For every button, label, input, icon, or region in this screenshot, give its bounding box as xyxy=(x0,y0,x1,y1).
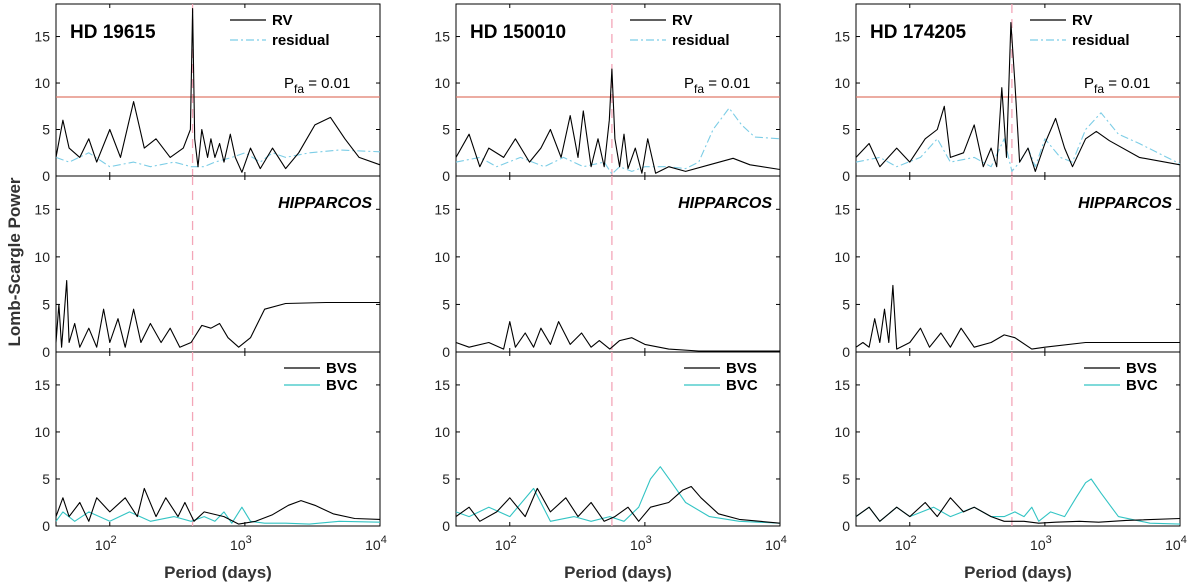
y-tick-label: 0 xyxy=(42,344,50,360)
series-rv xyxy=(855,22,1181,172)
legend-residual-label: residual xyxy=(1072,32,1130,49)
x-tick-label: 104 xyxy=(1165,534,1187,553)
legend-bvc-label: BVC xyxy=(1126,377,1158,394)
y-tick-label: 15 xyxy=(34,29,50,45)
y-tick-label: 15 xyxy=(834,201,850,217)
y-tick-label: 0 xyxy=(842,344,850,360)
y-tick-label: 15 xyxy=(434,201,450,217)
y-tick-label: 0 xyxy=(842,518,850,534)
x-tick-label: 103 xyxy=(1030,534,1052,553)
x-tick-label: 104 xyxy=(765,534,787,553)
x-axis-title: Period (days) xyxy=(964,563,1072,582)
y-tick-label: 15 xyxy=(34,377,50,393)
pfa-label: Pfa = 0.01 xyxy=(1084,75,1150,96)
panel-frame xyxy=(855,351,1181,527)
x-tick-label: 103 xyxy=(630,534,652,553)
legend-bvc-label: BVC xyxy=(726,377,758,394)
legend-residual-label: residual xyxy=(272,32,330,49)
y-tick-label: 5 xyxy=(42,122,50,138)
series-bvs xyxy=(55,487,381,525)
y-tick-label: 5 xyxy=(42,296,50,312)
pfa-label: Pfa = 0.01 xyxy=(684,75,750,96)
legend-bvs-label: BVS xyxy=(1126,360,1157,377)
series-hipparcos xyxy=(855,284,1180,350)
y-tick-label: 5 xyxy=(442,471,450,487)
y-tick-label: 5 xyxy=(842,296,850,312)
y-tick-label: 15 xyxy=(834,29,850,45)
hipparcos-label: HIPPARCOS xyxy=(278,195,372,212)
x-tick-label: 103 xyxy=(230,534,252,553)
y-tick-label: 15 xyxy=(34,201,50,217)
y-tick-label: 0 xyxy=(42,518,50,534)
y-tick-label: 0 xyxy=(442,518,450,534)
series-hipparcos xyxy=(55,280,380,348)
y-axis-title: Lomb-Scargle Power xyxy=(5,177,24,346)
legend-bvc-label: BVC xyxy=(326,377,358,394)
x-tick-label: 102 xyxy=(895,534,917,553)
y-tick-label: 5 xyxy=(442,122,450,138)
series-bvc xyxy=(855,478,1181,525)
y-tick-label: 10 xyxy=(34,424,50,440)
y-tick-label: 10 xyxy=(834,75,850,91)
y-tick-label: 15 xyxy=(434,29,450,45)
y-tick-label: 5 xyxy=(42,471,50,487)
x-tick-label: 102 xyxy=(495,534,517,553)
legend-residual-label: residual xyxy=(672,32,730,49)
x-axis-title: Period (days) xyxy=(164,563,272,582)
star-name: HD 19615 xyxy=(70,22,156,43)
series-rv xyxy=(455,68,781,174)
series-rv xyxy=(55,8,381,173)
hipparcos-label: HIPPARCOS xyxy=(1078,195,1172,212)
star-name: HD 174205 xyxy=(870,22,967,43)
y-tick-label: 5 xyxy=(842,122,850,138)
series-bvc xyxy=(55,506,381,525)
pfa-label: Pfa = 0.01 xyxy=(284,75,350,96)
series-residual xyxy=(55,149,381,168)
x-axis-title: Period (days) xyxy=(564,563,672,582)
y-tick-label: 10 xyxy=(834,249,850,265)
y-tick-label: 10 xyxy=(34,75,50,91)
y-tick-label: 10 xyxy=(434,424,450,440)
series-residual xyxy=(455,107,781,175)
legend-rv-label: RV xyxy=(672,12,693,29)
y-tick-label: 0 xyxy=(42,168,50,184)
series-bvc xyxy=(455,466,781,524)
y-tick-label: 15 xyxy=(834,377,850,393)
column-hd-174205: Period (days) 0 5 10 15 HD 174205 RV residual P… xyxy=(834,3,1187,582)
column-hd-150010: Period (days) 0 5 10 15 HD 150010 RV residual P… xyxy=(434,3,787,582)
hipparcos-label: HIPPARCOS xyxy=(678,195,772,212)
x-tick-label: 104 xyxy=(365,534,387,553)
y-tick-label: 0 xyxy=(442,168,450,184)
y-tick-label: 5 xyxy=(842,471,850,487)
y-tick-label: 10 xyxy=(834,424,850,440)
y-tick-label: 15 xyxy=(434,377,450,393)
y-tick-label: 0 xyxy=(842,168,850,184)
x-tick-label: 102 xyxy=(95,534,117,553)
y-tick-label: 10 xyxy=(34,249,50,265)
column-hd-19615: Period (days) 0 5 10 15 HD 19615 RV residual Pf… xyxy=(34,3,387,582)
y-tick-label: 10 xyxy=(434,75,450,91)
y-tick-label: 0 xyxy=(442,344,450,360)
panel-frame xyxy=(55,351,381,527)
y-tick-label: 5 xyxy=(442,296,450,312)
legend-rv-label: RV xyxy=(272,12,293,29)
legend-bvs-label: BVS xyxy=(726,360,757,377)
star-name: HD 150010 xyxy=(470,22,566,43)
series-bvs xyxy=(855,497,1181,524)
series-hipparcos xyxy=(455,321,780,352)
legend-bvs-label: BVS xyxy=(326,360,357,377)
y-tick-label: 10 xyxy=(434,249,450,265)
legend-rv-label: RV xyxy=(1072,12,1093,29)
panel-frame xyxy=(455,351,781,527)
series-bvs xyxy=(455,485,781,524)
